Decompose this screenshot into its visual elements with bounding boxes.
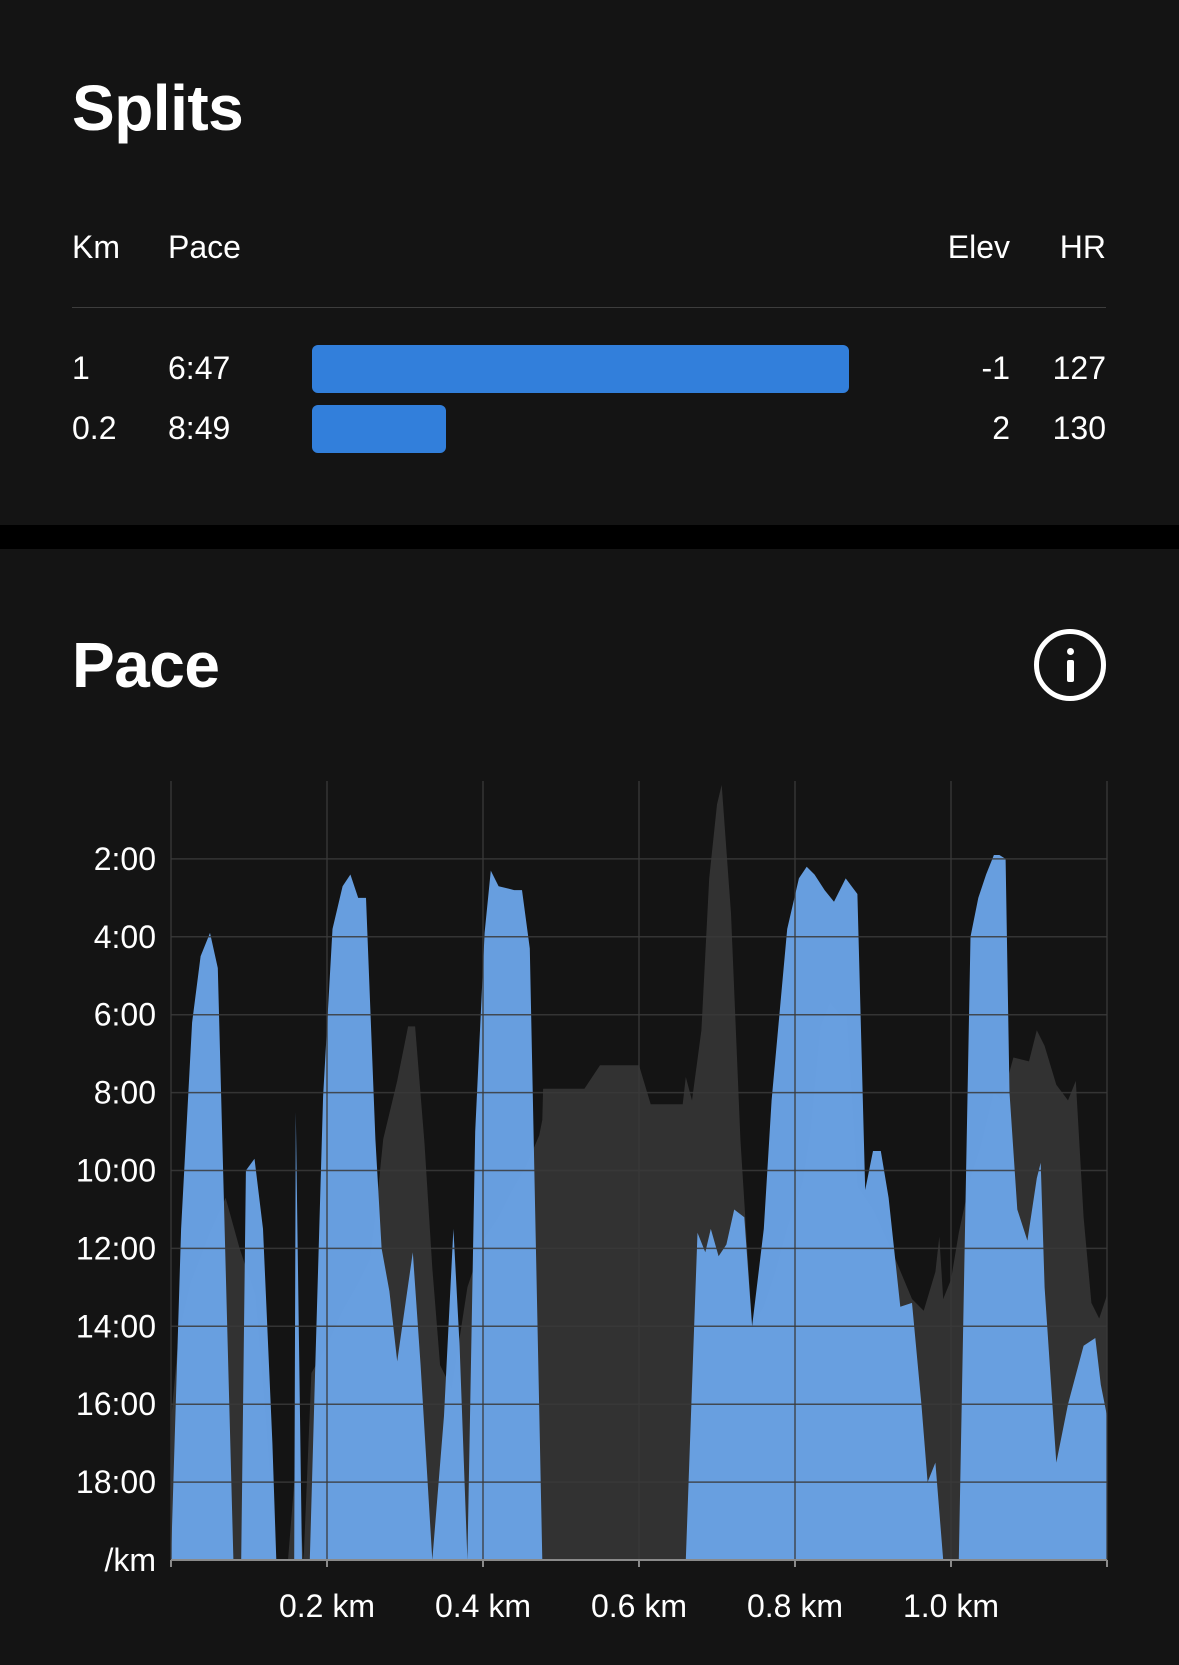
split-hr: 130 bbox=[1052, 410, 1106, 446]
pace-title: Pace bbox=[72, 629, 220, 701]
x-tick-label: 0.2 km bbox=[279, 1588, 375, 1624]
splits-title: Splits bbox=[72, 72, 244, 144]
y-tick-label: 2:00 bbox=[94, 841, 156, 877]
x-tick-label: 1.0 km bbox=[903, 1588, 999, 1624]
y-tick-label: 16:00 bbox=[76, 1386, 156, 1422]
split-pace: 6:47 bbox=[168, 350, 231, 386]
splits-card bbox=[0, 0, 1179, 525]
y-tick-label: 18:00 bbox=[76, 1464, 156, 1500]
header-elev: Elev bbox=[947, 229, 1010, 265]
y-axis-unit-label: /km bbox=[104, 1542, 156, 1578]
split-km: 1 bbox=[72, 350, 90, 386]
info-stem bbox=[1067, 660, 1074, 682]
y-tick-label: 8:00 bbox=[94, 1075, 156, 1111]
split-elev: 2 bbox=[992, 410, 1010, 446]
x-tick-label: 0.6 km bbox=[591, 1588, 687, 1624]
y-tick-label: 6:00 bbox=[94, 997, 156, 1033]
split-pace: 8:49 bbox=[168, 410, 231, 446]
y-tick-label: 14:00 bbox=[76, 1308, 156, 1344]
header-km: Km bbox=[72, 229, 120, 265]
y-tick-label: 4:00 bbox=[94, 919, 156, 955]
y-tick-label: 10:00 bbox=[76, 1153, 156, 1189]
split-km: 0.2 bbox=[72, 410, 117, 446]
split-pace-bar bbox=[312, 345, 849, 393]
split-pace-bar bbox=[312, 405, 446, 453]
info-icon[interactable] bbox=[1034, 629, 1106, 701]
x-tick-label: 0.4 km bbox=[435, 1588, 531, 1624]
splits-divider bbox=[72, 307, 1106, 308]
header-hr: HR bbox=[1059, 229, 1106, 265]
x-tick-label: 0.8 km bbox=[747, 1588, 843, 1624]
split-hr: 127 bbox=[1052, 350, 1106, 386]
y-tick-label: 12:00 bbox=[76, 1230, 156, 1266]
header-pace: Pace bbox=[168, 229, 241, 265]
info-dot bbox=[1067, 648, 1074, 655]
pace-area bbox=[171, 855, 1107, 1560]
split-elev: -1 bbox=[981, 350, 1010, 386]
